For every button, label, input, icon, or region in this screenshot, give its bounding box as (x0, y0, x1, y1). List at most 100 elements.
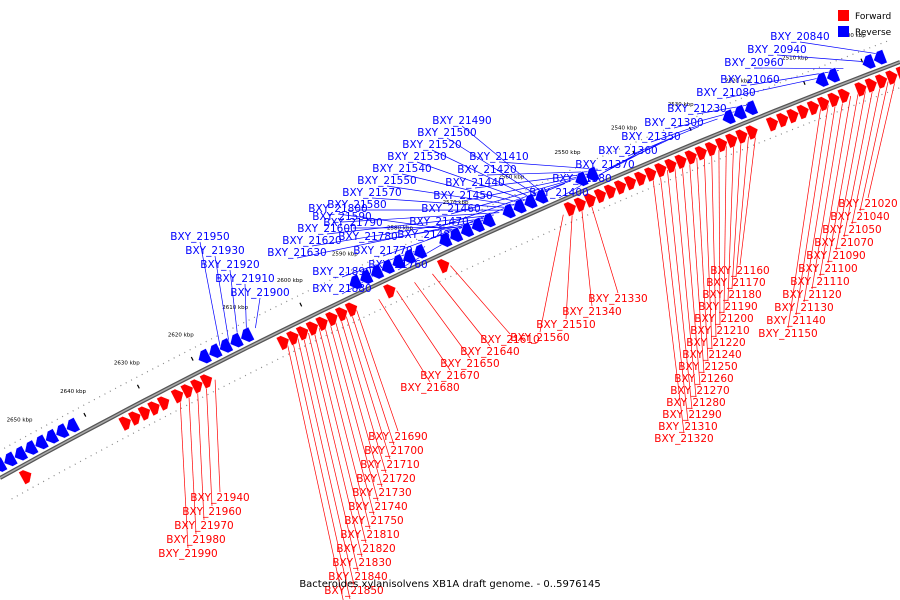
forward-gene-feature (18, 469, 32, 485)
gene-label: BXY_21900 (230, 287, 289, 299)
gene-label: BXY_21080 (696, 87, 755, 99)
gene-label: BXY_21120 (782, 289, 841, 301)
genome-caption: Bacteroides xylanisolvens XB1A draft gen… (299, 579, 600, 590)
reverse-gene-feature (585, 166, 601, 182)
kbp-tick-label: 2630 kbp (114, 360, 140, 366)
leader-line (341, 212, 500, 223)
leader-line (558, 149, 644, 199)
leader-line (474, 173, 587, 189)
reverse-gene-feature (826, 67, 841, 83)
leader-line (581, 206, 593, 307)
kbp-tick-label: 2590 kbp (332, 252, 358, 258)
leader-line (371, 197, 511, 209)
forward-gene-feature (436, 258, 450, 274)
gene-label: BXY_21180 (702, 289, 761, 301)
gene-label: BXY_21710 (360, 459, 419, 471)
reverse-gene-feature (370, 263, 385, 280)
reverse-gene-feature (534, 188, 550, 205)
gene-label: BXY_21500 (417, 127, 476, 139)
leader-line (674, 166, 697, 398)
forward-gene-feature (613, 179, 627, 196)
forward-gene-feature (874, 73, 888, 90)
dotted-tracks (0, 39, 900, 500)
gene-label: BXY_21140 (766, 315, 825, 327)
leader-line (739, 133, 757, 266)
forward-gene-feature (137, 406, 151, 422)
gene-label: BXY_21240 (682, 349, 741, 361)
gene-label: BXY_21700 (364, 445, 423, 457)
reverse-gene-feature (348, 273, 364, 290)
forward-gene-feature (179, 383, 194, 400)
gene-label: BXY_21990 (158, 548, 217, 560)
reverse-gene-feature (66, 417, 81, 433)
gene-label: BXY_21300 (644, 117, 703, 129)
leader-line (462, 175, 582, 202)
gene-label: BXY_21580 (327, 199, 386, 211)
leader-line (431, 149, 533, 199)
reverse-gene-feature (359, 268, 374, 285)
kbp-tick-label: 2510 kbp (782, 56, 808, 62)
gene-label: BXY_21020 (838, 198, 897, 210)
leader-line (334, 320, 383, 488)
reverse-gene-feature (733, 104, 748, 121)
gene-label: BXY_21690 (368, 431, 427, 443)
gene-label: BXY_21440 (445, 177, 504, 189)
gene-label: BXY_21510 (536, 319, 595, 331)
leader-line (438, 180, 571, 228)
reverse-gene-feature (460, 221, 475, 238)
leader-line (414, 282, 471, 359)
leader-line (326, 214, 494, 235)
kbp-tick-mark (299, 302, 303, 307)
forward-gene-feature (734, 129, 749, 145)
leader-line (735, 136, 749, 278)
leader-line (659, 173, 689, 422)
leader-line (753, 67, 844, 70)
gene-label: BXY_21380 (552, 173, 611, 185)
leader-line (345, 314, 391, 460)
forward-gene-feature (775, 112, 789, 128)
leader-line (297, 338, 355, 586)
forward-gene-feature (633, 171, 647, 187)
leader-line (799, 41, 881, 55)
gene-label: BXY_21920 (200, 259, 259, 271)
gene-label: BXY_21610 (480, 334, 539, 346)
gene-label: BXY_21210 (690, 325, 749, 337)
gene-label: BXY_21680 (400, 382, 459, 394)
gene-label: BXY_21340 (562, 306, 621, 318)
kbp-tick-label: 2550 kbp (555, 150, 581, 156)
reverse-gene-feature (862, 53, 877, 70)
forward-gene-feature (334, 306, 348, 323)
reverse-gene-feature (24, 439, 39, 456)
reverse-gene-feature (391, 253, 407, 270)
leader-line (318, 327, 371, 530)
gene-label: BXY_21290 (662, 409, 721, 421)
leader-line (352, 227, 467, 229)
gene-label: BXY_21570 (342, 187, 401, 199)
reverse-gene-feature (229, 332, 245, 348)
leader-line (851, 84, 881, 225)
leader-line (296, 219, 483, 259)
reverse-gene-feature (240, 326, 255, 343)
gene-label: BXY_21940 (190, 492, 249, 504)
gene-label: BXY_21750 (344, 515, 403, 527)
forward-gene-feature (864, 77, 878, 94)
gene-label: BXY_21410 (469, 151, 528, 163)
gene-label: BXY_21830 (332, 557, 391, 569)
leader-line (787, 107, 822, 329)
leader-line (731, 139, 742, 290)
forward-gene-feature (765, 116, 779, 133)
reverse-gene-feature (815, 71, 830, 88)
leader-line (324, 325, 375, 516)
forward-gene-feature (694, 145, 708, 162)
forward-gene-feature (189, 378, 204, 395)
gene-label: BXY_21890 (312, 266, 371, 278)
leader-line (681, 163, 701, 386)
leader-line (727, 142, 735, 302)
forward-gene-feature (806, 100, 820, 116)
gene-label: BXY_21780 (338, 231, 397, 243)
leader-line (378, 299, 431, 383)
forward-gene-feature (275, 335, 290, 351)
leader-line (811, 98, 844, 290)
gene-label: BXY_21150 (758, 328, 817, 340)
leader-line (341, 250, 417, 278)
